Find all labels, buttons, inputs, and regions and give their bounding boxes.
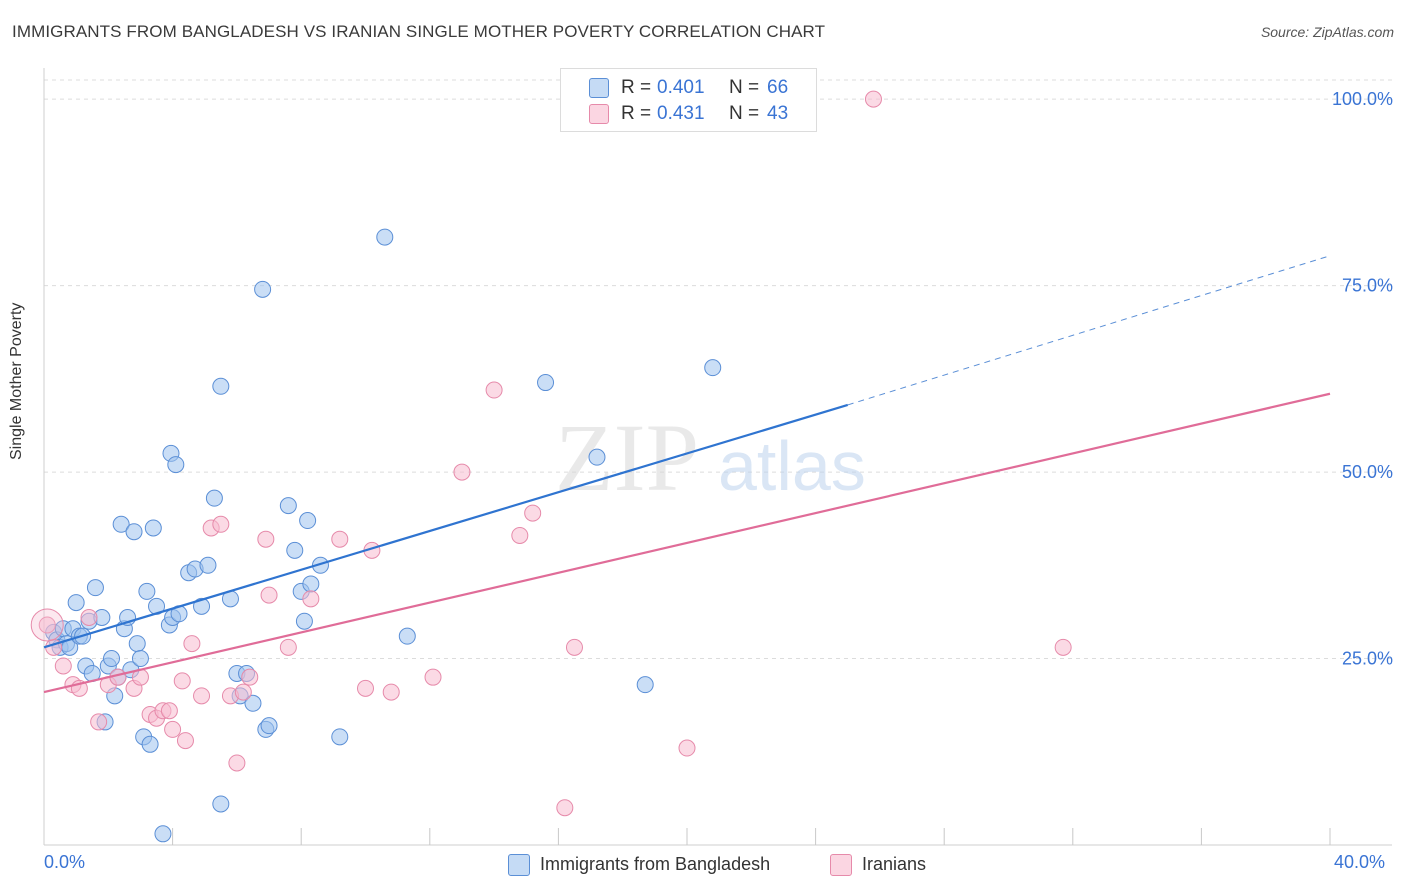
point-iranian bbox=[331, 530, 349, 548]
point-bangladesh bbox=[167, 456, 185, 474]
legend-swatch-bangladesh bbox=[589, 78, 609, 98]
point-iranian bbox=[260, 586, 278, 604]
point-bangladesh bbox=[144, 519, 162, 537]
point-iranian bbox=[453, 463, 471, 481]
point-bangladesh bbox=[67, 594, 85, 612]
point-iranian bbox=[382, 683, 400, 701]
point-bangladesh bbox=[376, 228, 394, 246]
legend-n-value: 66 bbox=[767, 77, 789, 98]
legend-n-label: N = bbox=[729, 103, 760, 124]
legend-r-value: 0.401 bbox=[657, 77, 705, 98]
watermark-atlas: atlas bbox=[718, 427, 866, 505]
point-bangladesh bbox=[302, 575, 320, 593]
x-tick-label-max: 40.0% bbox=[1334, 852, 1386, 872]
point-bangladesh bbox=[254, 280, 272, 298]
point-iranian bbox=[1054, 638, 1072, 656]
point-iranian bbox=[164, 720, 182, 738]
series-label-bangladesh: Immigrants from Bangladesh bbox=[540, 854, 771, 874]
point-iranian bbox=[424, 668, 442, 686]
point-bangladesh bbox=[205, 489, 223, 507]
watermark-zip: ZIP bbox=[555, 404, 699, 511]
y-tick-label: 25.0% bbox=[1342, 649, 1393, 669]
point-iranian bbox=[864, 90, 882, 108]
point-iranian bbox=[176, 732, 194, 750]
point-bangladesh bbox=[103, 650, 121, 668]
point-iranian bbox=[485, 381, 503, 399]
point-bangladesh bbox=[588, 448, 606, 466]
point-iranian bbox=[160, 702, 178, 720]
series-swatch-bangladesh bbox=[508, 854, 530, 876]
point-bangladesh bbox=[125, 523, 143, 541]
point-bangladesh bbox=[128, 635, 146, 653]
series-label-iranians: Iranians bbox=[862, 854, 927, 874]
point-bangladesh bbox=[398, 627, 416, 645]
point-bangladesh bbox=[295, 612, 313, 630]
legend-n-value: 43 bbox=[767, 103, 789, 124]
trend-line-iranians bbox=[43, 392, 1331, 694]
point-bangladesh bbox=[537, 374, 555, 392]
point-bangladesh bbox=[299, 512, 317, 530]
series-swatch-iranians bbox=[830, 854, 852, 876]
point-iranian bbox=[257, 530, 275, 548]
trend-line-bangladesh bbox=[43, 403, 849, 649]
correlation-legend: R = 0.401 N = 66 R = 0.431 N = 43 bbox=[560, 68, 817, 132]
y-tick-labels: 25.0% 50.0% 75.0% 100.0% bbox=[1332, 89, 1393, 668]
point-bangladesh bbox=[331, 728, 349, 746]
source-label: Source: ZipAtlas.com bbox=[1260, 24, 1394, 40]
point-bangladesh bbox=[138, 582, 156, 600]
point-iranian bbox=[241, 668, 259, 686]
point-bangladesh bbox=[86, 579, 104, 597]
chart-title: IMMIGRANTS FROM BANGLADESH VS IRANIAN SI… bbox=[12, 22, 826, 41]
point-iranian bbox=[54, 657, 72, 675]
point-bangladesh bbox=[244, 694, 262, 712]
y-tick-label: 75.0% bbox=[1342, 276, 1393, 296]
x-tick-label-min: 0.0% bbox=[44, 852, 86, 872]
y-tick-label: 100.0% bbox=[1332, 89, 1393, 109]
point-bangladesh bbox=[199, 556, 217, 574]
point-bangladesh bbox=[131, 650, 149, 668]
trend-lines bbox=[43, 255, 1331, 694]
watermark: ZIP atlas bbox=[555, 404, 866, 511]
point-iranian bbox=[90, 713, 108, 731]
axes bbox=[43, 68, 1392, 846]
point-iranian bbox=[183, 635, 201, 653]
point-bangladesh bbox=[704, 359, 722, 377]
point-bangladesh bbox=[260, 717, 278, 735]
point-iranian bbox=[212, 515, 230, 533]
point-iranian bbox=[80, 609, 98, 627]
point-bangladesh bbox=[212, 377, 230, 395]
y-axis-label: Single Mother Poverty bbox=[8, 302, 25, 460]
point-iranian bbox=[302, 590, 320, 608]
point-iranian bbox=[565, 638, 583, 656]
point-iranian bbox=[279, 638, 297, 656]
point-iranian bbox=[556, 799, 574, 817]
legend-r-value: 0.431 bbox=[657, 103, 705, 124]
legend-n-label: N = bbox=[729, 77, 760, 98]
point-bangladesh bbox=[286, 541, 304, 559]
point-iranian bbox=[173, 672, 191, 690]
point-bangladesh bbox=[193, 597, 211, 615]
point-iranian bbox=[524, 504, 542, 522]
point-iranian bbox=[511, 526, 529, 544]
data-points bbox=[30, 90, 1072, 843]
point-bangladesh bbox=[154, 825, 172, 843]
point-bangladesh bbox=[279, 497, 297, 515]
point-bangladesh bbox=[141, 735, 159, 753]
point-iranian bbox=[38, 616, 56, 634]
legend-r-label: R = bbox=[621, 77, 652, 98]
point-bangladesh bbox=[212, 795, 230, 813]
point-iranian bbox=[228, 754, 246, 772]
point-iranian bbox=[234, 683, 252, 701]
point-iranian bbox=[357, 679, 374, 697]
point-bangladesh bbox=[112, 515, 130, 533]
legend-r-label: R = bbox=[621, 103, 652, 124]
legend-swatch-iranians bbox=[589, 104, 609, 124]
trend-line-bangladesh-extension bbox=[847, 255, 1331, 406]
point-iranian bbox=[678, 739, 696, 757]
y-tick-label: 50.0% bbox=[1342, 462, 1393, 482]
point-iranian bbox=[193, 687, 211, 705]
point-iranian-large bbox=[30, 608, 64, 642]
point-bangladesh bbox=[636, 676, 654, 694]
